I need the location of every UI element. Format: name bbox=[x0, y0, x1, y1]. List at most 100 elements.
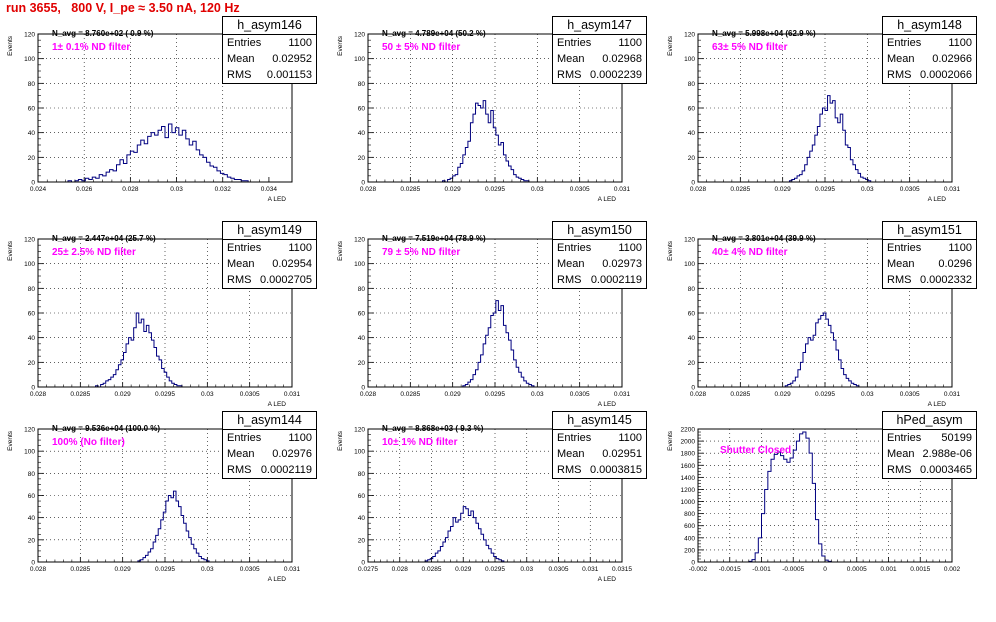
x-tick-label: 0.0005 bbox=[847, 566, 867, 573]
y-tick-label: 60 bbox=[358, 106, 366, 113]
stats-key: Mean bbox=[227, 258, 255, 270]
x-tick-label: 0.028 bbox=[690, 186, 707, 193]
y-tick-label: 1800 bbox=[681, 451, 696, 458]
y-tick-label: 120 bbox=[354, 427, 365, 434]
stats-row-entries: Entries 1100 bbox=[883, 240, 976, 256]
stats-title: hPed_asym bbox=[883, 412, 976, 430]
y-axis-label: Events bbox=[667, 35, 674, 56]
stats-title: h_asym151 bbox=[883, 222, 976, 240]
y-tick-label: 60 bbox=[688, 311, 696, 318]
stats-row-entries: Entries 1100 bbox=[553, 430, 646, 446]
y-tick-label: 0 bbox=[691, 560, 695, 567]
stats-key: Entries bbox=[227, 432, 262, 444]
x-tick-label: 0.034 bbox=[261, 186, 278, 193]
stats-row-mean: Mean 0.02966 bbox=[883, 51, 976, 67]
filter-label: 40± 4% ND filter bbox=[712, 247, 788, 258]
stats-key: Entries bbox=[227, 242, 262, 254]
histogram-series bbox=[784, 312, 860, 387]
stats-value: 0.0002239 bbox=[590, 69, 642, 81]
y-axis-label: Events bbox=[7, 35, 14, 56]
histogram-series bbox=[137, 490, 210, 562]
stats-box: h_asym151 Entries 1100 Mean 0.0296 RMS 0.00023… bbox=[882, 221, 977, 289]
stats-value: 0.02976 bbox=[272, 448, 312, 460]
stats-key: Entries bbox=[557, 242, 592, 254]
x-tick-label: 0.0305 bbox=[570, 186, 590, 193]
stats-value: 0.02973 bbox=[602, 258, 642, 270]
x-tick-label: 0.029 bbox=[775, 391, 792, 398]
stats-value: 1100 bbox=[618, 432, 642, 444]
stats-row-mean: Mean 2.988e-06 bbox=[883, 446, 976, 462]
y-axis-label: Events bbox=[7, 430, 14, 451]
x-axis-label: A LED bbox=[928, 196, 947, 203]
x-tick-label: 0.0285 bbox=[422, 566, 442, 573]
histogram-series bbox=[788, 95, 872, 182]
histogram-pad-h_asym149: 0.028 0.0285 0.029 0.0295 0.03 0.0305 0.031 0 20… bbox=[0, 221, 330, 432]
stats-title: h_asym150 bbox=[553, 222, 646, 240]
x-tick-label: 0.0305 bbox=[549, 566, 569, 573]
stats-key: RMS bbox=[887, 274, 912, 286]
x-tick-label: 0.03 bbox=[201, 566, 214, 573]
stats-value: 0.02951 bbox=[602, 448, 642, 460]
x-tick-label: 0.0305 bbox=[240, 566, 260, 573]
filter-label: 63± 5% ND filter bbox=[712, 42, 788, 53]
stats-box: hPed_asym Entries 50199 Mean 2.988e-06 RMS 0.0… bbox=[882, 411, 977, 479]
stats-row-rms: RMS 0.0002119 bbox=[553, 272, 646, 288]
stats-value: 1100 bbox=[618, 37, 642, 49]
stats-key: Mean bbox=[557, 53, 585, 65]
x-tick-label: 0.029 bbox=[115, 391, 132, 398]
y-tick-label: 40 bbox=[28, 130, 36, 137]
stats-title: h_asym147 bbox=[553, 17, 646, 35]
x-tick-label: 0.03 bbox=[201, 391, 214, 398]
x-tick-label: 0.0285 bbox=[400, 186, 420, 193]
y-tick-label: 60 bbox=[688, 106, 696, 113]
stats-row-mean: Mean 0.02976 bbox=[223, 446, 316, 462]
stats-value: 0.02952 bbox=[272, 53, 312, 65]
stats-key: RMS bbox=[887, 464, 912, 476]
stats-value: 1100 bbox=[948, 37, 972, 49]
x-tick-label: 0.031 bbox=[614, 186, 631, 193]
y-tick-label: 100 bbox=[24, 449, 35, 456]
stats-row-rms: RMS 0.001153 bbox=[223, 67, 316, 83]
stats-value: 0.02954 bbox=[272, 258, 312, 270]
y-tick-label: 60 bbox=[28, 106, 36, 113]
y-tick-label: 1200 bbox=[681, 487, 696, 494]
y-tick-label: 80 bbox=[358, 81, 366, 88]
stats-row-entries: Entries 1100 bbox=[553, 35, 646, 51]
stats-row-entries: Entries 1100 bbox=[223, 240, 316, 256]
x-tick-label: 0.0295 bbox=[815, 186, 835, 193]
stats-row-mean: Mean 0.02973 bbox=[553, 256, 646, 272]
y-tick-label: 40 bbox=[28, 515, 36, 522]
x-tick-label: -0.002 bbox=[689, 566, 708, 573]
stats-row-entries: Entries 1100 bbox=[883, 35, 976, 51]
x-tick-label: 0.031 bbox=[944, 186, 961, 193]
y-tick-label: 80 bbox=[688, 286, 696, 293]
stats-key: Mean bbox=[887, 448, 915, 460]
x-tick-label: 0.0305 bbox=[570, 391, 590, 398]
x-tick-label: 0.0285 bbox=[730, 391, 750, 398]
y-tick-label: 40 bbox=[358, 335, 366, 342]
y-tick-label: 1400 bbox=[681, 475, 696, 482]
y-tick-label: 1000 bbox=[681, 499, 696, 506]
stats-row-mean: Mean 0.02968 bbox=[553, 51, 646, 67]
y-tick-label: 120 bbox=[684, 237, 695, 244]
x-tick-label: 0.028 bbox=[392, 566, 409, 573]
stats-key: Mean bbox=[887, 258, 915, 270]
histogram-svg: 0.0275 0.028 0.0285 0.029 0.0295 0.03 0.0305 0.… bbox=[337, 427, 632, 584]
histogram-series bbox=[748, 431, 832, 562]
y-tick-label: 100 bbox=[24, 261, 35, 268]
x-tick-label: 0.029 bbox=[455, 566, 472, 573]
stats-value: 0.0002119 bbox=[590, 274, 642, 286]
stats-key: Mean bbox=[227, 448, 255, 460]
histogram-svg: -0.002 -0.0015 -0.001 -0.0005 0 0.0005 0.001 0.… bbox=[667, 427, 961, 574]
stats-key: Mean bbox=[557, 258, 585, 270]
stats-key: Mean bbox=[557, 448, 585, 460]
y-tick-label: 0 bbox=[691, 180, 695, 187]
x-tick-label: 0.029 bbox=[775, 186, 792, 193]
stats-value: 1100 bbox=[618, 242, 642, 254]
y-tick-label: 20 bbox=[358, 155, 366, 162]
stats-box: h_asym146 Entries 1100 Mean 0.02952 RMS 0.0011… bbox=[222, 16, 317, 84]
y-tick-label: 120 bbox=[684, 32, 695, 39]
navg-label: N_avg = 8.760e+02 ( 0.9 %) bbox=[52, 29, 154, 38]
y-tick-label: 20 bbox=[358, 537, 366, 544]
stats-value: 2.988e-06 bbox=[922, 448, 972, 460]
